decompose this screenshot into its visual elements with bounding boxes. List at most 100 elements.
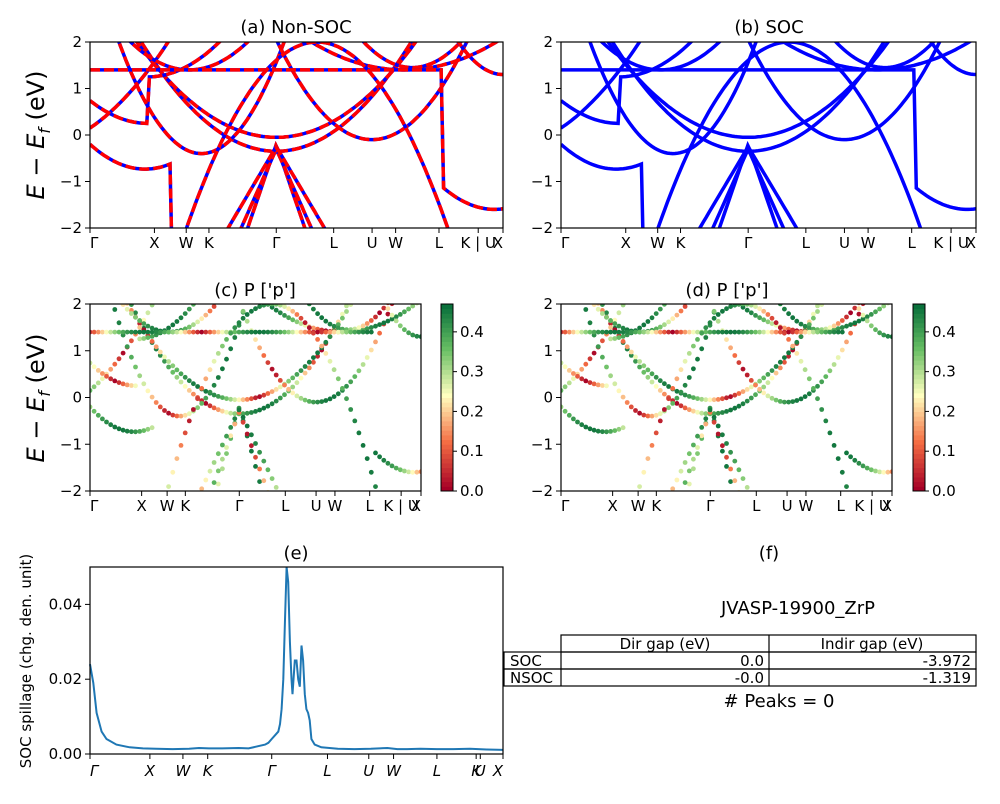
band-line-nsoc xyxy=(117,42,286,156)
band-point xyxy=(595,329,601,335)
band-point xyxy=(839,469,845,475)
colorbar-segment xyxy=(913,411,925,417)
band-point xyxy=(348,304,354,307)
band-point xyxy=(881,469,887,475)
colorbar-tick-label: 0.1 xyxy=(460,442,484,460)
band-point xyxy=(116,356,122,362)
band-point xyxy=(261,478,267,484)
band-point xyxy=(777,329,783,335)
band-point xyxy=(628,404,634,410)
band-point xyxy=(286,329,291,335)
band-point xyxy=(728,479,733,484)
band-point xyxy=(298,375,304,381)
band-line-soc xyxy=(780,42,973,72)
xtick-label: K xyxy=(204,234,215,252)
band-point xyxy=(765,319,771,325)
band-point xyxy=(728,449,733,455)
band-point xyxy=(244,329,250,335)
band-point xyxy=(666,396,671,402)
band-point xyxy=(141,329,147,335)
band-point xyxy=(612,329,618,335)
band-point xyxy=(736,403,742,409)
band-point xyxy=(839,347,845,353)
ytick-label: 2 xyxy=(543,33,553,51)
band-point xyxy=(290,317,296,323)
band-point xyxy=(682,304,688,309)
band-point xyxy=(220,395,225,400)
band-point xyxy=(852,305,858,311)
band-line-soc xyxy=(697,144,799,228)
band-point xyxy=(765,372,771,377)
band-point xyxy=(116,329,122,335)
band-point xyxy=(678,389,684,395)
band-point xyxy=(315,350,320,356)
colorbar-segment xyxy=(441,467,453,473)
band-point xyxy=(360,443,366,448)
band-point xyxy=(579,329,585,335)
band-point xyxy=(571,416,576,422)
band-point xyxy=(815,309,820,314)
band-point xyxy=(641,369,647,375)
colorbar-tick-label: 0.3 xyxy=(460,363,484,381)
band-point xyxy=(695,356,700,362)
band-point xyxy=(831,329,837,335)
band-point xyxy=(381,457,387,463)
band-point xyxy=(620,304,626,308)
band-point xyxy=(397,312,403,317)
band-point xyxy=(868,467,874,473)
colorbar-segment xyxy=(441,355,453,361)
panel-e-frame xyxy=(89,566,504,755)
band-point xyxy=(600,383,605,388)
band-point xyxy=(604,314,609,320)
band-point xyxy=(591,381,597,387)
band-point xyxy=(360,329,366,335)
band-point xyxy=(232,325,238,331)
panel-b-title: (b) SOC xyxy=(734,17,803,38)
band-point xyxy=(744,304,750,307)
band-point xyxy=(153,400,159,405)
band-point xyxy=(790,399,796,404)
band-point xyxy=(819,304,825,307)
band-point xyxy=(311,330,316,336)
band-point xyxy=(253,337,258,342)
ytick-label: 2 xyxy=(72,295,82,313)
band-point xyxy=(311,306,316,312)
colorbar-segment xyxy=(913,350,925,356)
band-point xyxy=(691,442,696,448)
colorbar-segment xyxy=(913,374,925,380)
band-point xyxy=(608,336,613,342)
band-point xyxy=(100,416,105,422)
band-point xyxy=(211,382,217,388)
band-point xyxy=(311,325,316,331)
band-point xyxy=(240,419,246,425)
xtick-label: L xyxy=(329,234,338,252)
band-point xyxy=(323,329,329,335)
band-point xyxy=(352,418,358,424)
band-point xyxy=(170,469,176,475)
band-point xyxy=(724,441,729,446)
band-line-nsoc xyxy=(90,42,171,130)
band-point xyxy=(277,395,283,401)
band-point xyxy=(591,329,597,335)
band-point xyxy=(827,430,833,436)
band-point xyxy=(852,457,858,463)
band-point xyxy=(794,318,800,324)
xtick-label: Γ xyxy=(706,497,715,515)
colorbar-segment xyxy=(913,336,925,342)
band-point xyxy=(628,349,634,355)
band-point xyxy=(203,329,209,335)
band-point xyxy=(145,426,151,432)
band-point xyxy=(348,407,354,412)
band-point xyxy=(844,339,849,345)
band-point xyxy=(579,422,585,428)
xtick-label: W xyxy=(176,762,192,780)
band-point xyxy=(595,428,601,434)
panel-c-bands xyxy=(90,304,421,491)
band-point xyxy=(662,322,667,328)
band-point xyxy=(129,304,134,307)
band-point xyxy=(711,414,717,420)
band-point xyxy=(794,329,800,335)
xtick-label: U xyxy=(311,497,322,515)
band-point xyxy=(645,329,651,335)
